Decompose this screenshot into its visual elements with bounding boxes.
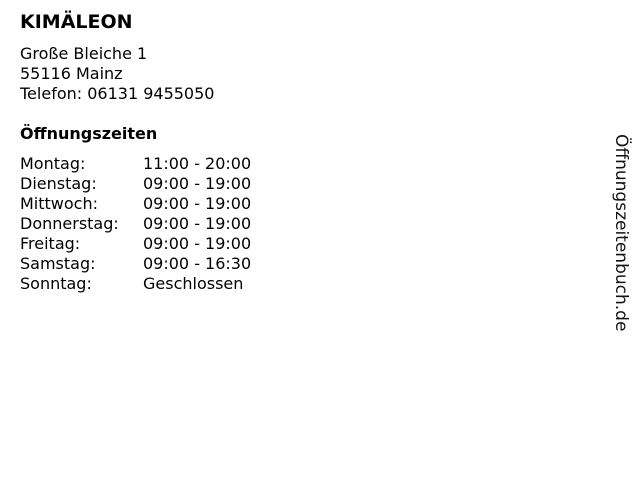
hours-row: Dienstag: 09:00 - 19:00: [20, 174, 251, 194]
street: Große Bleiche 1: [20, 44, 148, 63]
hours-heading: Öffnungszeiten: [20, 124, 158, 143]
time-value: 11:00 - 20:00: [143, 154, 252, 173]
day-label: Samstag:: [20, 254, 96, 273]
hours-row: Samstag: 09:00 - 16:30: [20, 254, 251, 274]
day-label: Mittwoch:: [20, 194, 98, 213]
time-value: 09:00 - 19:00: [143, 214, 252, 233]
day-label: Freitag:: [20, 234, 81, 253]
city: 55116 Mainz: [20, 64, 123, 83]
day-label: Sonntag:: [20, 274, 92, 293]
watermark: Öffnungszeitenbuch.de: [611, 134, 631, 332]
day-label: Dienstag:: [20, 174, 97, 193]
hours-row: Mittwoch: 09:00 - 19:00: [20, 194, 251, 214]
phone: Telefon: 06131 9455050: [20, 84, 215, 103]
hours-row: Donnerstag: 09:00 - 19:00: [20, 214, 251, 234]
time-value: Geschlossen: [143, 274, 244, 293]
time-value: 09:00 - 16:30: [143, 254, 252, 273]
hours-row: Freitag: 09:00 - 19:00: [20, 234, 251, 254]
hours-row: Sonntag: Geschlossen: [20, 274, 251, 294]
store-name: KIMÄLEON: [20, 11, 133, 33]
time-value: 09:00 - 19:00: [143, 234, 252, 253]
time-value: 09:00 - 19:00: [143, 194, 252, 213]
hours-row: Montag: 11:00 - 20:00: [20, 154, 251, 174]
address-block: Große Bleiche 1 55116 Mainz Telefon: 061…: [20, 44, 214, 104]
hours-table: Montag: 11:00 - 20:00 Dienstag: 09:00 - 19…: [20, 154, 251, 294]
day-label: Donnerstag:: [20, 214, 119, 233]
time-value: 09:00 - 19:00: [143, 174, 252, 193]
day-label: Montag:: [20, 154, 86, 173]
